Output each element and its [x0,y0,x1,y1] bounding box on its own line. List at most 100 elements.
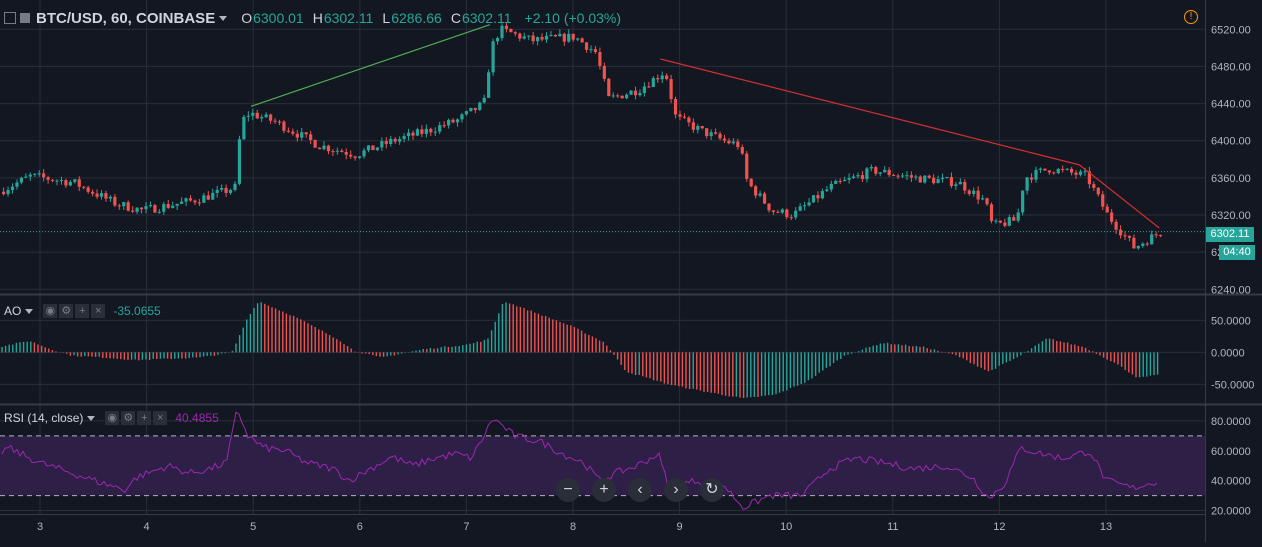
symbol-title[interactable]: BTC/USD, 60, COINBASE [36,10,228,27]
y-tick-label: 6360.00 [1211,173,1251,185]
candle-body [1101,194,1105,207]
candle-body [358,156,362,158]
candle-body [1029,177,1034,180]
candle-body [576,38,580,40]
candle-body [843,179,847,182]
candle-body [1159,235,1163,237]
candle-body [389,138,393,144]
candle-body [371,145,375,151]
candle-body [139,207,144,210]
y-tick-label: 6480.00 [1211,61,1251,73]
candle-body [851,176,856,178]
scroll-right-icon[interactable]: › [664,478,688,502]
candle-body [55,180,59,182]
candle-body [104,193,108,199]
candle-body [1025,177,1029,191]
candle-body [398,138,402,142]
close-icon[interactable]: × [153,411,168,425]
y-tick-label: 0.0000 [1211,347,1245,359]
candle-body [349,154,353,157]
warning-icon[interactable]: ! [1184,10,1198,24]
candle-body [932,177,936,184]
candle-body [1141,243,1145,246]
candle-body [856,175,860,177]
reset-icon[interactable]: ↻ [700,478,724,502]
rsi-line [1,411,1158,510]
candle-body [1007,217,1011,226]
candle-body [651,78,655,88]
candle-body [976,190,980,200]
scroll-left-icon[interactable]: ‹ [628,478,652,502]
candle-body [188,198,193,201]
candle-body [451,119,455,123]
trendline[interactable] [250,24,491,107]
candle-body [709,132,713,137]
ao-label[interactable]: AO [4,304,22,318]
eye-icon[interactable]: ◉ [105,411,120,425]
plus-icon[interactable]: + [137,411,152,425]
chevron-down-icon[interactable] [219,16,228,22]
candle-body [936,179,940,184]
candle-body [442,125,446,127]
candles [2,22,1163,250]
candle-body [273,120,277,122]
y-tick-label: 20.0000 [1211,506,1251,518]
candle-body [309,134,313,141]
candle-body [518,33,522,39]
candle-body [633,90,638,96]
gear-icon[interactable]: ⚙ [121,411,136,425]
gear-icon[interactable]: ⚙ [59,304,74,318]
candle-body [562,33,566,42]
candle-body [927,175,931,178]
candle-body [64,180,68,186]
trendline[interactable] [660,58,1160,229]
candle-body [540,37,544,40]
candle-body [647,86,651,88]
candle-body [896,175,900,177]
candle-body [447,119,451,126]
candle-body [567,33,571,42]
candle-body [945,177,949,179]
candle-body [1043,168,1047,171]
zoom-out-icon[interactable]: − [556,478,580,502]
candle-body [340,150,344,153]
candle-body [282,121,286,131]
candle-body [438,125,442,132]
zoom-in-icon[interactable]: + [592,478,616,502]
candle-body [86,187,90,192]
candle-body [722,138,727,141]
trendlines[interactable] [250,24,1160,229]
candle-body [211,192,215,200]
eye-icon[interactable]: ◉ [43,304,58,318]
candle-body [798,206,802,211]
candle-body [1087,171,1091,185]
candle-body [495,38,500,42]
candle-body [660,75,664,80]
candle-body [553,34,557,37]
candle-body [869,167,873,169]
collapse-icon[interactable] [4,12,16,24]
candle-body [175,203,179,206]
candle-body [171,205,175,208]
low-value: 6286.66 [391,10,442,26]
plus-icon[interactable]: + [75,304,90,318]
close-icon[interactable]: × [91,304,106,318]
candle-body [251,112,255,116]
candle-body [629,90,633,95]
candle-body [776,211,780,213]
candle-body [246,115,250,117]
candle-body [687,117,691,123]
candle-body [291,131,295,134]
x-tick-label: 10 [780,521,792,533]
rsi-label[interactable]: RSI (14, close) [4,411,84,425]
chevron-down-icon[interactable] [25,308,34,314]
candle-body [504,25,509,29]
candle-body [1118,229,1123,236]
candle-body [509,28,513,33]
candle-body [1021,190,1025,213]
candle-body [300,132,304,138]
chevron-down-icon[interactable] [87,415,96,421]
candle-body [905,175,909,177]
